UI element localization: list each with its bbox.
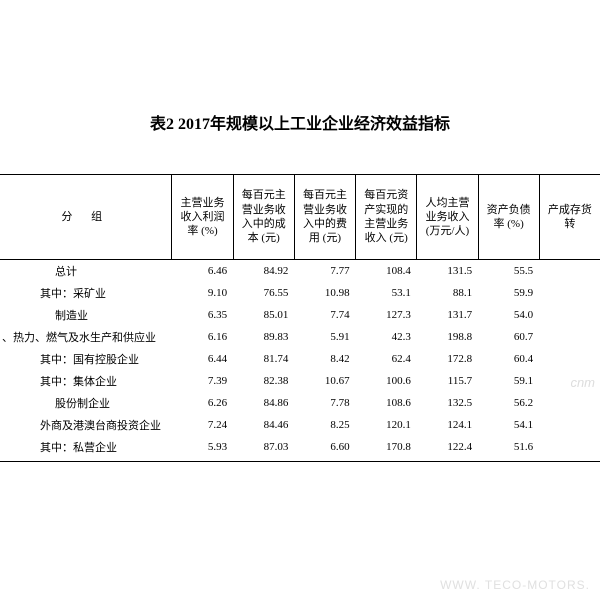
cell-value (539, 348, 600, 370)
col-header-1: 每百元主营业务收入中的成本 (元) (233, 175, 294, 260)
cell-value: 132.5 (417, 392, 478, 414)
cell-value: 6.16 (172, 326, 233, 348)
cell-value: 84.86 (233, 392, 294, 414)
cell-value: 88.1 (417, 282, 478, 304)
cell-value: 85.01 (233, 304, 294, 326)
data-table: 分 组 主营业务收入利润率 (%) 每百元主营业务收入中的成本 (元) 每百元主… (0, 174, 600, 462)
cell-value: 8.25 (294, 414, 355, 436)
cell-value: 108.6 (356, 392, 417, 414)
cell-value: 6.44 (172, 348, 233, 370)
cell-value: 55.5 (478, 260, 539, 283)
row-label: 其中：私营企业 (0, 436, 172, 462)
cell-value: 84.46 (233, 414, 294, 436)
cell-value: 62.4 (356, 348, 417, 370)
row-label: 其中：集体企业 (0, 370, 172, 392)
cell-value: 10.67 (294, 370, 355, 392)
cell-value: 10.98 (294, 282, 355, 304)
cell-value: 54.0 (478, 304, 539, 326)
header-row: 分 组 主营业务收入利润率 (%) 每百元主营业务收入中的成本 (元) 每百元主… (0, 175, 600, 260)
cell-value: 7.77 (294, 260, 355, 283)
col-header-4: 人均主营业务收入 (万元/人) (417, 175, 478, 260)
cell-value: 127.3 (356, 304, 417, 326)
cell-value: 124.1 (417, 414, 478, 436)
cell-value (539, 304, 600, 326)
cell-value: 51.6 (478, 436, 539, 462)
col-header-5: 资产负债率 (%) (478, 175, 539, 260)
cell-value (539, 370, 600, 392)
cell-value: 172.8 (417, 348, 478, 370)
cell-value: 60.4 (478, 348, 539, 370)
table-row: 其中：国有控股企业6.4481.748.4262.4172.860.4 (0, 348, 600, 370)
cell-value: 100.6 (356, 370, 417, 392)
cell-value: 6.26 (172, 392, 233, 414)
cell-value: 84.92 (233, 260, 294, 283)
cell-value: 87.03 (233, 436, 294, 462)
cell-value: 131.5 (417, 260, 478, 283)
table-row: 股份制企业6.2684.867.78108.6132.556.2 (0, 392, 600, 414)
table-row: 其中：采矿业9.1076.5510.9853.188.159.9 (0, 282, 600, 304)
cell-value: 5.93 (172, 436, 233, 462)
cell-value: 56.2 (478, 392, 539, 414)
col-header-0: 主营业务收入利润率 (%) (172, 175, 233, 260)
cell-value: 59.1 (478, 370, 539, 392)
table-row: 、热力、燃气及水生产和供应业6.1689.835.9142.3198.860.7 (0, 326, 600, 348)
table-row: 制造业6.3585.017.74127.3131.754.0 (0, 304, 600, 326)
table-row: 总计6.4684.927.77108.4131.555.5 (0, 260, 600, 283)
cell-value: 76.55 (233, 282, 294, 304)
row-label: 其中：国有控股企业 (0, 348, 172, 370)
col-header-3: 每百元资产实现的主营业务收入 (元) (356, 175, 417, 260)
watermark-teco: WWW. TECO-MOTORS. (440, 578, 590, 592)
cell-value (539, 260, 600, 283)
group-header: 分 组 (0, 175, 172, 260)
col-header-2: 每百元主营业务收入中的费用 (元) (294, 175, 355, 260)
table-row: 外商及港澳台商投资企业7.2484.468.25120.1124.154.1 (0, 414, 600, 436)
cell-value: 6.35 (172, 304, 233, 326)
cell-value: 122.4 (417, 436, 478, 462)
table-row: 其中：私营企业5.9387.036.60170.8122.451.6 (0, 436, 600, 462)
cell-value: 53.1 (356, 282, 417, 304)
cell-value: 82.38 (233, 370, 294, 392)
row-label: 股份制企业 (0, 392, 172, 414)
cell-value: 60.7 (478, 326, 539, 348)
cell-value (539, 436, 600, 462)
cell-value (539, 282, 600, 304)
table-row: 其中：集体企业7.3982.3810.67100.6115.759.1 (0, 370, 600, 392)
cell-value: 59.9 (478, 282, 539, 304)
cell-value: 170.8 (356, 436, 417, 462)
cell-value: 7.24 (172, 414, 233, 436)
cell-value: 7.74 (294, 304, 355, 326)
cell-value (539, 326, 600, 348)
cell-value: 7.78 (294, 392, 355, 414)
cell-value: 9.10 (172, 282, 233, 304)
row-label: 外商及港澳台商投资企业 (0, 414, 172, 436)
table-title: 表2 2017年规模以上工业企业经济效益指标 (0, 110, 600, 134)
cell-value: 115.7 (417, 370, 478, 392)
cell-value: 42.3 (356, 326, 417, 348)
cell-value: 8.42 (294, 348, 355, 370)
cell-value: 131.7 (417, 304, 478, 326)
cell-value: 198.8 (417, 326, 478, 348)
cell-value: 7.39 (172, 370, 233, 392)
cell-value (539, 392, 600, 414)
col-header-6: 产成存货转 (539, 175, 600, 260)
cell-value: 108.4 (356, 260, 417, 283)
cell-value: 89.83 (233, 326, 294, 348)
cell-value: 6.60 (294, 436, 355, 462)
cell-value: 120.1 (356, 414, 417, 436)
row-label: 、热力、燃气及水生产和供应业 (0, 326, 172, 348)
cell-value: 5.91 (294, 326, 355, 348)
row-label: 其中：采矿业 (0, 282, 172, 304)
cell-value (539, 414, 600, 436)
row-label: 总计 (0, 260, 172, 283)
cell-value: 81.74 (233, 348, 294, 370)
row-label: 制造业 (0, 304, 172, 326)
cell-value: 6.46 (172, 260, 233, 283)
cell-value: 54.1 (478, 414, 539, 436)
